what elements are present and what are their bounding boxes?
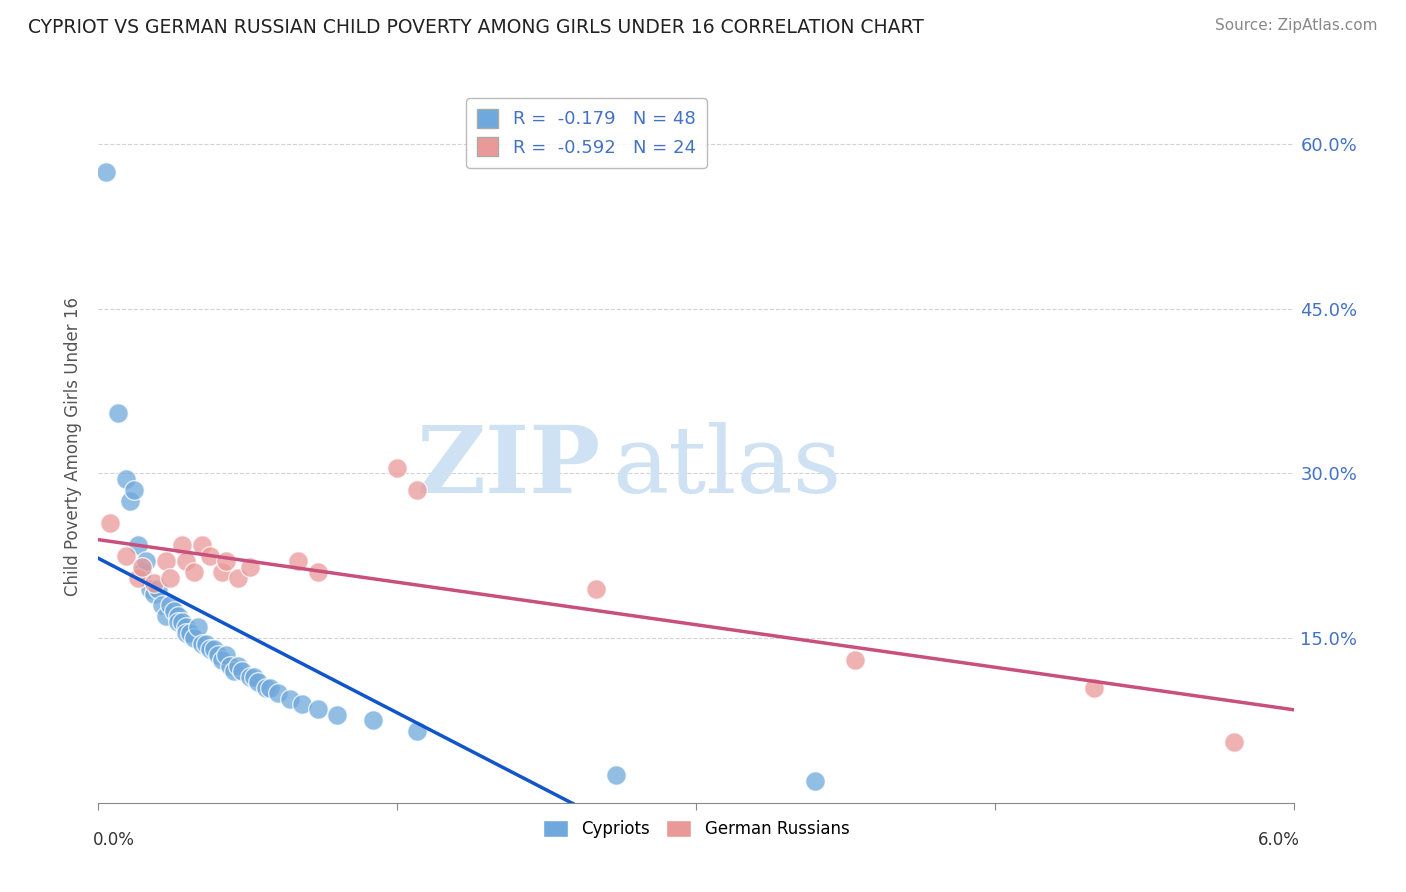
Point: [219, 658, 242, 673]
Point: [198, 549, 221, 563]
Point: [131, 559, 153, 574]
Point: [150, 598, 173, 612]
Text: CYPRIOT VS GERMAN RUSSIAN CHILD POVERTY AMONG GIRLS UNDER 16 CORRELATION CHART: CYPRIOT VS GERMAN RUSSIAN CHILD POVERTY …: [28, 18, 924, 37]
Y-axis label: Child Poverty Among Girls Under 16: Child Poverty Among Girls Under 16: [65, 296, 83, 596]
Point: [159, 598, 181, 612]
Point: [191, 637, 214, 651]
Point: [191, 538, 214, 552]
Point: [143, 576, 166, 591]
Point: [259, 681, 281, 695]
Point: [385, 461, 409, 475]
Point: [115, 549, 138, 563]
Point: [585, 582, 607, 596]
Point: [243, 669, 266, 683]
Point: [143, 587, 166, 601]
Point: [139, 582, 162, 596]
Point: [231, 664, 253, 678]
Point: [307, 566, 329, 580]
Text: 6.0%: 6.0%: [1257, 831, 1299, 849]
Text: ZIP: ZIP: [416, 423, 600, 512]
Point: [115, 472, 138, 486]
Point: [96, 164, 118, 178]
Point: [267, 686, 290, 700]
Point: [198, 642, 221, 657]
Point: [406, 483, 429, 497]
Point: [107, 406, 129, 420]
Point: [183, 566, 205, 580]
Point: [215, 554, 238, 568]
Point: [167, 615, 190, 629]
Point: [155, 554, 177, 568]
Point: [287, 554, 309, 568]
Point: [326, 708, 349, 723]
Point: [135, 554, 157, 568]
Point: [174, 554, 197, 568]
Point: [226, 571, 249, 585]
Point: [202, 642, 225, 657]
Text: Source: ZipAtlas.com: Source: ZipAtlas.com: [1215, 18, 1378, 33]
Point: [844, 653, 866, 667]
Point: [174, 620, 197, 634]
Text: 0.0%: 0.0%: [93, 831, 135, 849]
Point: [211, 566, 233, 580]
Point: [167, 609, 190, 624]
Point: [163, 604, 186, 618]
Point: [159, 571, 181, 585]
Point: [211, 653, 233, 667]
Point: [187, 620, 209, 634]
Point: [215, 648, 238, 662]
Point: [207, 648, 229, 662]
Point: [254, 681, 277, 695]
Point: [148, 582, 170, 596]
Point: [406, 724, 429, 739]
Point: [195, 637, 218, 651]
Point: [131, 566, 153, 580]
Point: [172, 615, 194, 629]
Point: [239, 669, 262, 683]
Point: [98, 516, 122, 530]
Point: [1083, 681, 1105, 695]
Point: [183, 631, 205, 645]
Point: [290, 697, 312, 711]
Point: [239, 559, 262, 574]
Point: [1223, 735, 1246, 749]
Point: [155, 609, 177, 624]
Point: [226, 658, 249, 673]
Point: [127, 571, 149, 585]
Point: [363, 714, 385, 728]
Point: [127, 538, 149, 552]
Point: [222, 664, 245, 678]
Point: [605, 768, 627, 782]
Point: [174, 625, 197, 640]
Point: [278, 691, 301, 706]
Text: atlas: atlas: [613, 423, 842, 512]
Point: [120, 494, 142, 508]
Point: [246, 675, 269, 690]
Point: [172, 538, 194, 552]
Point: [804, 773, 827, 788]
Point: [307, 702, 329, 716]
Legend: Cypriots, German Russians: Cypriots, German Russians: [536, 813, 856, 845]
Point: [124, 483, 146, 497]
Point: [179, 625, 201, 640]
